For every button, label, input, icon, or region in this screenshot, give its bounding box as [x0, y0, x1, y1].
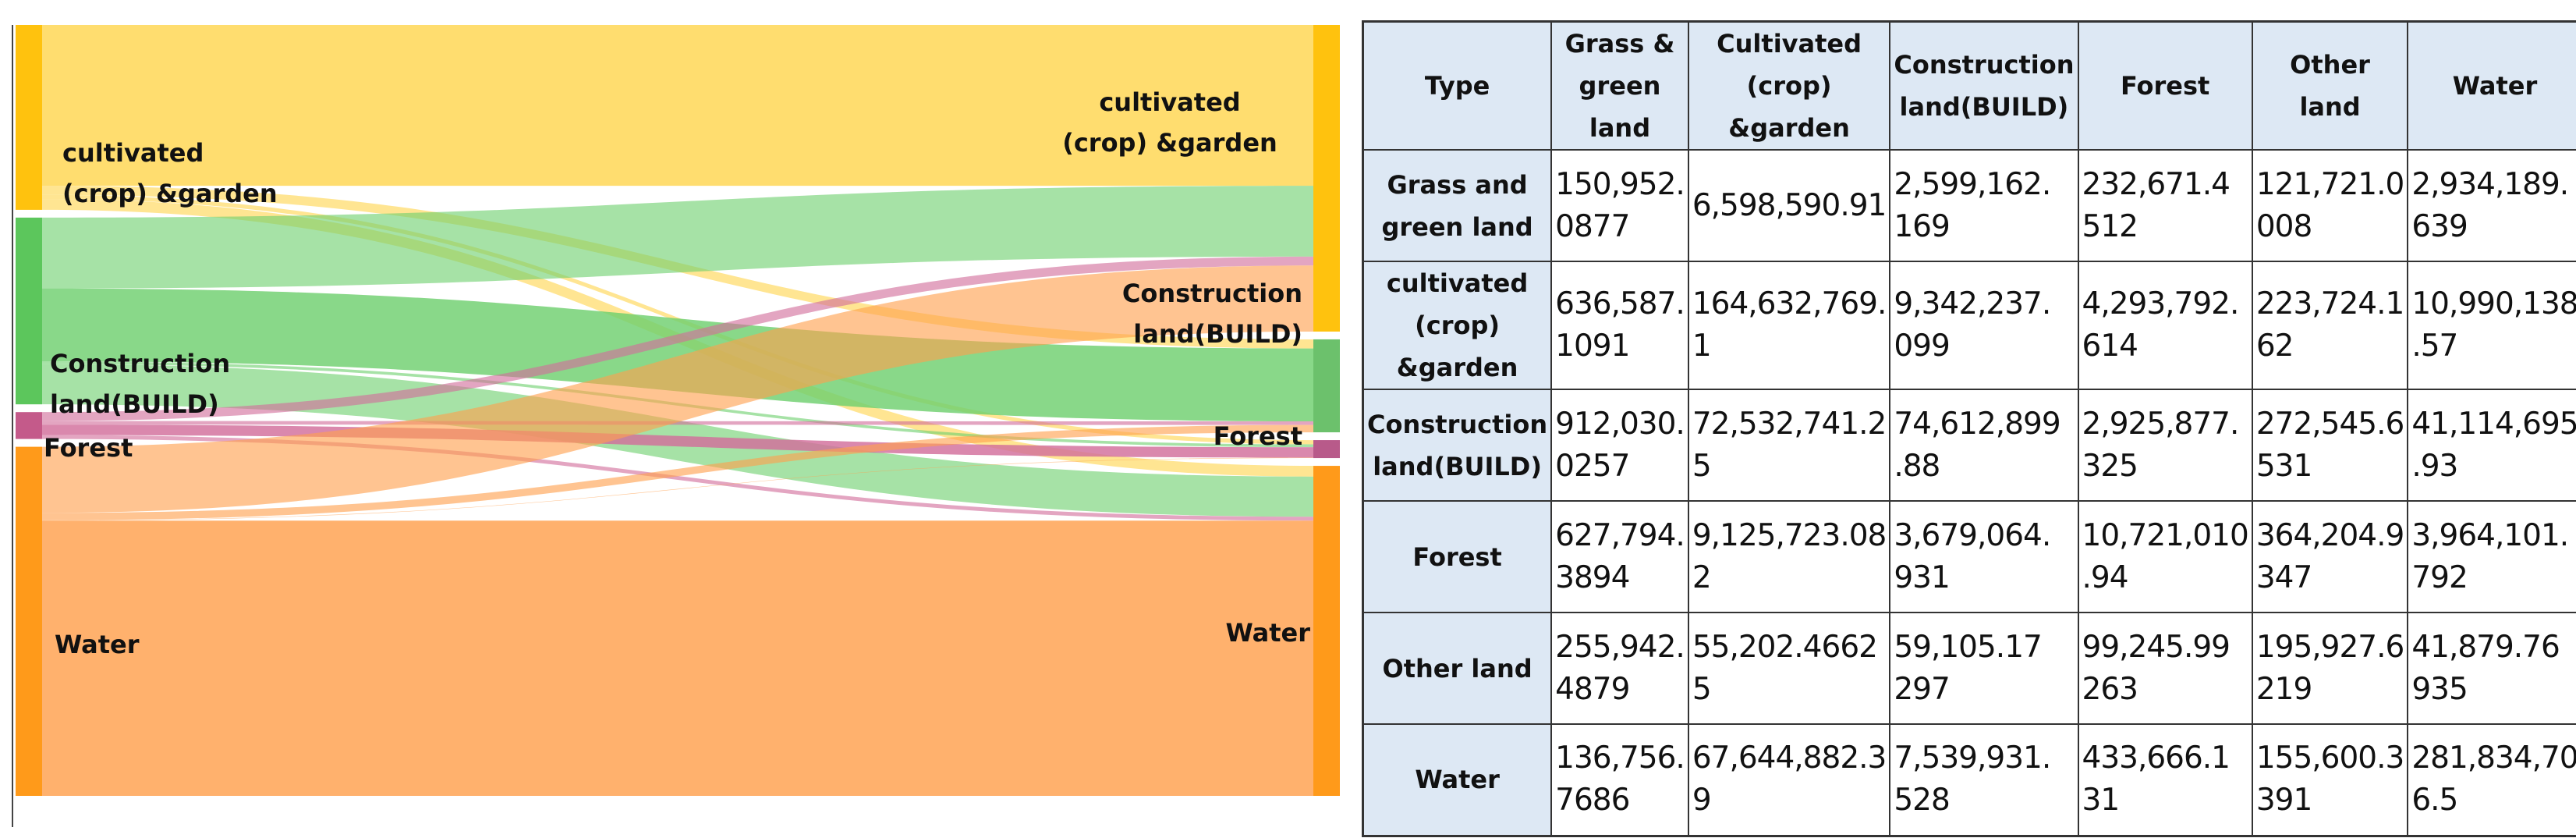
row-header: Construction land(BUILD): [1362, 389, 1553, 502]
table-cell: 4,293,792. 614: [2077, 261, 2253, 390]
sankey-link: [42, 186, 1313, 289]
row-header: Forest: [1362, 500, 1553, 613]
transition-table-container: Type Grass & green land Cultivated (crop) …: [1362, 20, 2576, 837]
table-cell: 223,724.1 62: [2251, 261, 2409, 390]
table-cell: 164,632,769. 1: [1687, 261, 1891, 390]
left-node-bar: [16, 446, 42, 796]
sankey-link: [42, 256, 1313, 421]
column-header: Water: [2407, 20, 2576, 151]
sankey-link: [42, 288, 1313, 422]
table-cell: 232,671.4 512: [2077, 149, 2253, 262]
table-row: Forest 627,794. 3894 9,125,723.08 2 3,679,0…: [1362, 500, 2576, 613]
transition-table: Type Grass & green land Cultivated (crop) …: [1362, 20, 2576, 837]
table-cell: 2,934,189. 639: [2407, 149, 2576, 262]
row-header: Grass and green land: [1362, 149, 1553, 262]
table-cell: 9,342,237. 099: [1889, 261, 2079, 390]
table-cell: 10,990,138 .57: [2407, 261, 2576, 390]
table-cell: 121,721.0 008: [2251, 149, 2409, 262]
table-cell: 72,532,741.2 5: [1687, 389, 1891, 502]
column-header: Other land: [2251, 20, 2409, 151]
left-label-water: Water: [55, 630, 140, 659]
table-cell: 55,202.4662 5: [1687, 612, 1891, 725]
right-node-bar: [1313, 466, 1340, 796]
table-row: Construction land(BUILD) 912,030. 0257 72,…: [1362, 389, 2576, 502]
sankey-link: [42, 457, 1313, 521]
right-node-bar: [1313, 339, 1340, 433]
sankey-link: [42, 421, 1313, 425]
right-label-construction: Construction land(BUILD): [1121, 279, 1302, 349]
table-row: Water 136,756. 7686 67,644,882.3 9 7,539,93…: [1362, 723, 2576, 836]
table-cell: 67,644,882.3 9: [1687, 723, 1891, 836]
table-row: cultivated (crop) &garden 636,587. 1091 16…: [1362, 261, 2576, 390]
right-node-bar: [1313, 25, 1340, 332]
table-cell: 99,245.99 263: [2077, 612, 2253, 725]
left-label-construction: Construction land(BUILD): [50, 349, 231, 419]
table-cell: 364,204.9 347: [2251, 500, 2409, 613]
column-header: Forest: [2077, 20, 2253, 151]
table-cell: 136,756. 7686: [1550, 723, 1689, 836]
table-cell: 7,539,931. 528: [1889, 723, 2079, 836]
table-cell: 255,942. 4879: [1550, 612, 1689, 725]
table-cell: 41,114,695 .93: [2407, 389, 2576, 502]
table-cell: 155,600.3 391: [2251, 723, 2409, 836]
sankey-svg: [12, 25, 1340, 827]
row-header: Water: [1362, 723, 1553, 836]
column-header: Type: [1362, 20, 1553, 151]
left-label-forest: Forest: [44, 433, 133, 463]
right-label-forest: Forest: [1213, 421, 1302, 451]
right-label-water: Water: [1225, 618, 1310, 648]
row-header: cultivated (crop) &garden: [1362, 261, 1553, 390]
sankey-link: [42, 265, 1313, 513]
table-body: Grass and green land 150,952. 0877 6,598,5…: [1362, 149, 2576, 836]
table-cell: 6,598,590.91: [1687, 149, 1891, 262]
right-label-cultivated: cultivated (crop) &garden: [1062, 87, 1277, 158]
table-cell: 3,679,064. 931: [1889, 500, 2079, 613]
table-cell: 272,545.6 531: [2251, 389, 2409, 502]
table-cell: 3,964,101. 792: [2407, 500, 2576, 613]
column-header: Construction land(BUILD): [1889, 20, 2079, 151]
table-row: Other land 255,942. 4879 55,202.4662 5 59,1…: [1362, 612, 2576, 725]
right-node-bar: [1313, 440, 1340, 459]
table-cell: 9,125,723.08 2: [1687, 500, 1891, 613]
table-cell: 2,599,162. 169: [1889, 149, 2079, 262]
table-cell: 912,030. 0257: [1550, 389, 1689, 502]
sankey-link: [42, 520, 1313, 796]
table-cell: 195,927.6 219: [2251, 612, 2409, 725]
left-node-bar: [16, 217, 42, 405]
sankey-link: [42, 435, 1313, 521]
table-header-row: Type Grass & green land Cultivated (crop) …: [1362, 20, 2576, 151]
sankey-link: [42, 25, 1313, 186]
row-header: Other land: [1362, 612, 1553, 725]
table-cell: 433,666.1 31: [2077, 723, 2253, 836]
table-cell: 41,879.76 935: [2407, 612, 2576, 725]
column-header: Cultivated (crop) &garden: [1687, 20, 1891, 151]
left-label-cultivated: cultivated (crop) &garden: [62, 138, 278, 208]
table-cell: 59,105.17 297: [1889, 612, 2079, 725]
sankey-link: [42, 424, 1313, 520]
links-group: [42, 25, 1313, 796]
table-row: Grass and green land 150,952. 0877 6,598,5…: [1362, 149, 2576, 262]
table-cell: 281,834,70 6.5: [2407, 723, 2576, 836]
sankey-chart: cultivated (crop) &garden Construction l…: [12, 25, 1340, 827]
table-cell: 10,721,010 .94: [2077, 500, 2253, 613]
table-cell: 150,952. 0877: [1550, 149, 1689, 262]
table-cell: 636,587. 1091: [1550, 261, 1689, 390]
left-node-bar: [16, 25, 42, 210]
table-cell: 627,794. 3894: [1550, 500, 1689, 613]
left-node-bar: [16, 412, 42, 439]
table-cell: 2,925,877. 325: [2077, 389, 2253, 502]
column-header: Grass & green land: [1550, 20, 1689, 151]
table-cell: 74,612,899 .88: [1889, 389, 2079, 502]
